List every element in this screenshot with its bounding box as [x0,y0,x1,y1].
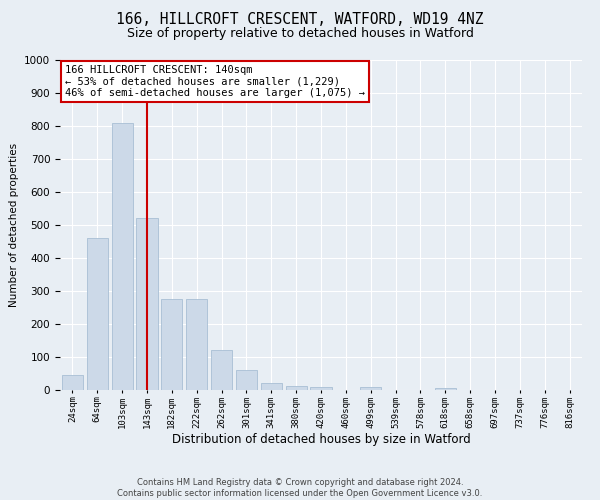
Bar [112,122,133,390]
Bar [136,218,158,390]
Bar [236,370,257,390]
Bar [310,386,332,390]
Bar [161,299,182,390]
Text: 166, HILLCROFT CRESCENT, WATFORD, WD19 4NZ: 166, HILLCROFT CRESCENT, WATFORD, WD19 4… [116,12,484,28]
Bar [186,299,207,390]
Bar [87,238,108,390]
Y-axis label: Number of detached properties: Number of detached properties [8,143,19,307]
Bar [360,388,381,390]
Text: Contains HM Land Registry data © Crown copyright and database right 2024.
Contai: Contains HM Land Registry data © Crown c… [118,478,482,498]
Bar [261,382,282,390]
Bar [211,350,232,390]
X-axis label: Distribution of detached houses by size in Watford: Distribution of detached houses by size … [172,434,470,446]
Text: 166 HILLCROFT CRESCENT: 140sqm
← 53% of detached houses are smaller (1,229)
46% : 166 HILLCROFT CRESCENT: 140sqm ← 53% of … [65,65,365,98]
Bar [62,375,83,390]
Bar [286,386,307,390]
Bar [435,388,456,390]
Text: Size of property relative to detached houses in Watford: Size of property relative to detached ho… [127,28,473,40]
